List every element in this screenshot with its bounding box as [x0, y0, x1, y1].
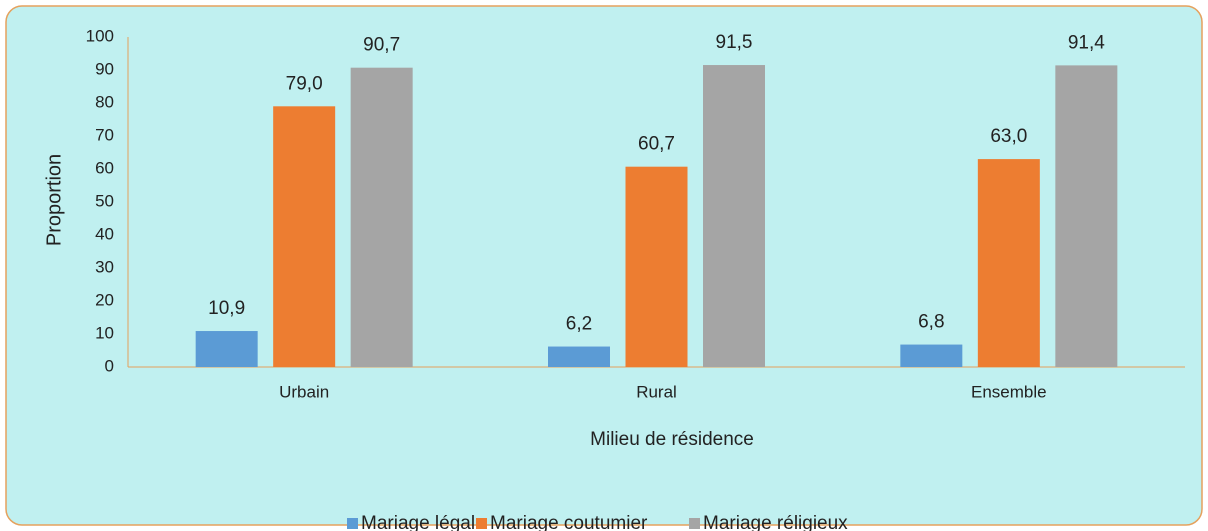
bar — [1055, 65, 1118, 367]
data-label: 6,8 — [918, 312, 944, 333]
y-tick-label: 70 — [95, 125, 114, 144]
y-tick-label: 90 — [95, 59, 114, 78]
data-label: 91,4 — [1068, 32, 1105, 53]
data-label: 90,7 — [363, 35, 400, 56]
y-tick-label: 80 — [95, 92, 114, 111]
data-label: 63,0 — [990, 126, 1027, 147]
x-tick-label: Rural — [636, 382, 677, 401]
data-label: 10,9 — [208, 298, 245, 319]
legend-label: Mariage réligieux — [703, 513, 848, 531]
y-tick-label: 50 — [95, 191, 114, 210]
x-axis-title: Milieu de résidence — [590, 429, 754, 450]
legend-swatch — [347, 518, 358, 529]
bar — [273, 106, 336, 368]
bar — [625, 166, 688, 367]
legend-swatch — [689, 518, 700, 529]
legend-swatch — [476, 518, 487, 529]
y-tick-label: 100 — [86, 26, 114, 45]
x-tick-label: Urbain — [279, 382, 329, 401]
bar — [977, 159, 1040, 367]
y-tick-label: 20 — [95, 290, 114, 309]
legend-label: Mariage coutumier — [490, 513, 648, 531]
y-tick-label: 40 — [95, 224, 114, 243]
data-label: 6,2 — [566, 314, 592, 335]
y-axis-title: Proportion — [43, 154, 65, 246]
bar — [703, 65, 765, 368]
data-label: 60,7 — [638, 134, 675, 155]
legend-label: Mariage légal — [361, 513, 475, 531]
y-tick-label: 0 — [105, 356, 114, 375]
bar — [350, 67, 413, 367]
bar — [548, 346, 610, 367]
bar — [195, 331, 258, 367]
data-label: 91,5 — [716, 32, 753, 53]
bar — [900, 344, 963, 367]
y-tick-label: 30 — [95, 257, 114, 276]
x-tick-label: Ensemble — [971, 382, 1047, 401]
data-label: 79,0 — [286, 73, 323, 94]
y-tick-label: 10 — [95, 323, 114, 342]
y-tick-label: 60 — [95, 158, 114, 177]
